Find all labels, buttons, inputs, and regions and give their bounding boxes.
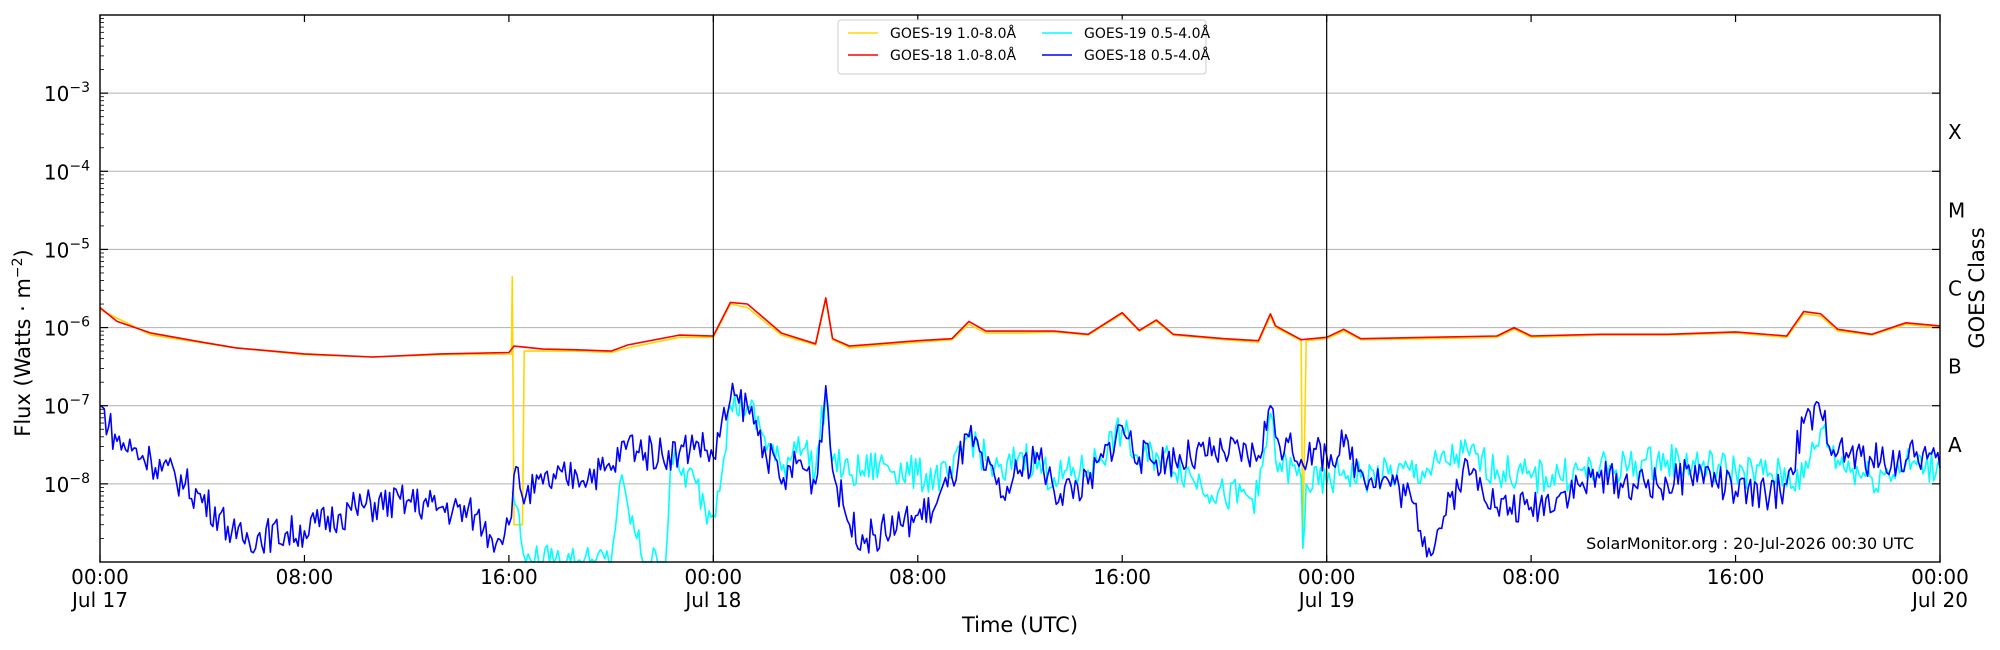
y-tick-label: 10−6 (44, 315, 90, 341)
x-tick-label: 08:00 (889, 565, 947, 589)
x-tick-date-label: Jul 18 (683, 588, 741, 612)
y-tick-label: 10−7 (44, 393, 90, 419)
legend-label: GOES-18 0.5-4.0Å (1084, 47, 1210, 64)
legend-label: GOES-19 1.0-8.0Å (890, 25, 1016, 42)
label-layer: Time (UTC) Flux (Watts · m−2) GOES Class… (10, 227, 1989, 637)
series-line (511, 391, 1941, 563)
series-line (99, 297, 1941, 358)
legend: GOES-19 1.0-8.0Å GOES-18 1.0-8.0Å GOES-19 … (837, 19, 1210, 75)
x-axis-label: Time (UTC) (961, 613, 1078, 637)
y-tick-label: 10−8 (44, 471, 90, 497)
legend-label: GOES-19 0.5-4.0Å (1084, 25, 1210, 42)
y-axis-label-main: Flux (Watts · m (11, 278, 35, 437)
x-tick-label: 00:00 (1911, 565, 1969, 589)
goes-class-axis-label: GOES Class (1965, 227, 1989, 348)
goes-class-label: X (1948, 120, 1962, 144)
goes-class-label: C (1948, 277, 1962, 301)
x-tick-label: 00:00 (1298, 565, 1356, 589)
y-axis-label-sup: −2 (10, 257, 26, 278)
day-boundary-layer (712, 15, 1328, 562)
x-tick-label: 08:00 (1502, 565, 1560, 589)
goes-class-label: A (1948, 433, 1962, 457)
x-tick-label: 00:00 (685, 565, 743, 589)
legend-label: GOES-18 1.0-8.0Å (890, 47, 1016, 64)
x-tick-label: 16:00 (1093, 565, 1151, 589)
series-layer (99, 275, 1941, 563)
x-tick-label: 16:00 (480, 565, 538, 589)
grid-layer (100, 92, 1940, 485)
x-tick-label: 16:00 (1707, 565, 1765, 589)
x-tick-label: 08:00 (276, 565, 334, 589)
y-tick-label: 10−3 (44, 80, 90, 106)
x-tick-date-label: Jul 20 (1910, 588, 1968, 612)
source-annotation: SolarMonitor.org : 20-Jul-2026 00:30 UTC (1586, 534, 1914, 553)
x-tick-label: 00:00 (71, 565, 129, 589)
legend-box (837, 19, 1207, 75)
y-axis-label-close: ) (11, 249, 35, 257)
y-tick-label: 10−5 (44, 236, 90, 262)
x-tick-date-label: Jul 17 (70, 588, 128, 612)
goes-class-label: M (1948, 198, 1965, 222)
series-line (99, 382, 1941, 558)
y-tick-label: 10−4 (44, 158, 90, 184)
y-axis-label: Flux (Watts · m−2) (10, 249, 35, 437)
x-tick-date-label: Jul 19 (1297, 588, 1355, 612)
goes-class-label: B (1948, 355, 1962, 379)
plot-frame (99, 14, 1941, 563)
